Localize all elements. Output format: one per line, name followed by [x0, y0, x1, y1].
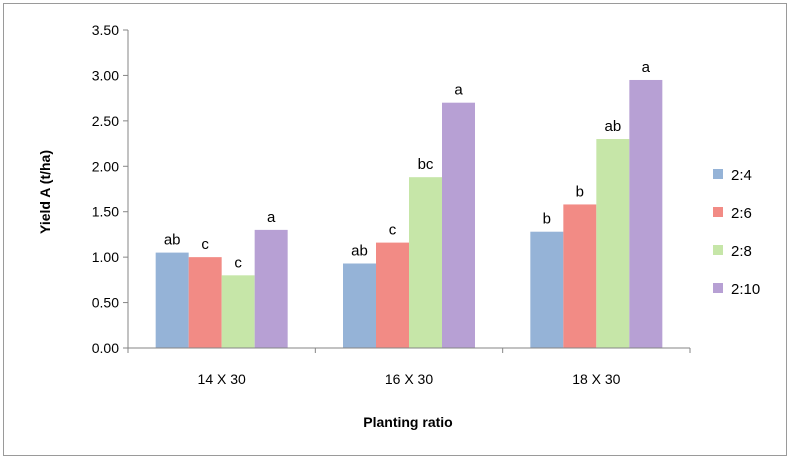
legend-label: 2:10: [731, 281, 760, 298]
data-label: a: [454, 82, 463, 99]
legend-label: 2:8: [731, 243, 752, 260]
data-label: ab: [164, 232, 181, 249]
y-tick-label: 1.00: [92, 249, 119, 265]
y-tick-label: 0.50: [92, 295, 119, 311]
y-tick-label: 1.50: [92, 204, 119, 220]
y-tick-label: 3.50: [92, 22, 119, 38]
legend: 2:4 2:6 2:8 2:10: [713, 167, 760, 298]
y-tick-label: 2.50: [92, 113, 119, 129]
legend-swatch: [713, 245, 723, 255]
bar: [563, 204, 597, 348]
x-axis-title: Planting ratio: [363, 414, 452, 430]
x-tick-label: 16 X 30: [385, 371, 433, 387]
bars: [155, 79, 663, 348]
axes: 0.00 0.50 1.00 1.50 2.00 2.50 3.00 3.50 14 X 30 1…: [92, 22, 691, 387]
x-tick-label: 18 X 30: [572, 371, 620, 387]
bar: [596, 139, 630, 348]
bar: [376, 242, 409, 348]
y-tick-label: 3.00: [92, 67, 119, 83]
data-label: b: [576, 183, 584, 200]
data-label: ab: [351, 243, 368, 260]
bar: [409, 177, 442, 348]
legend-swatch: [713, 169, 723, 179]
bar: [530, 231, 564, 348]
bar: [629, 79, 663, 348]
y-tick-label: 2.00: [92, 158, 119, 174]
bar: [254, 229, 288, 348]
bar: [221, 275, 255, 348]
legend-swatch: [713, 283, 723, 293]
data-label: c: [234, 254, 242, 271]
data-label: bc: [418, 156, 434, 173]
data-label: ab: [604, 118, 621, 135]
bar: [188, 257, 222, 348]
data-label: c: [201, 236, 209, 253]
legend-label: 2:6: [731, 205, 752, 222]
y-tick-label: 0.00: [92, 340, 119, 356]
bar: [442, 102, 475, 348]
bar: [155, 252, 189, 348]
legend-label: 2:4: [731, 167, 752, 184]
bar: [343, 263, 376, 348]
legend-swatch: [713, 207, 723, 217]
data-label: c: [389, 222, 397, 239]
data-label: a: [642, 59, 651, 76]
data-label: a: [267, 209, 276, 226]
x-tick-label: 14 X 30: [198, 371, 246, 387]
y-axis-title: Yield A (t/ha): [37, 150, 53, 234]
data-label: b: [543, 211, 551, 228]
